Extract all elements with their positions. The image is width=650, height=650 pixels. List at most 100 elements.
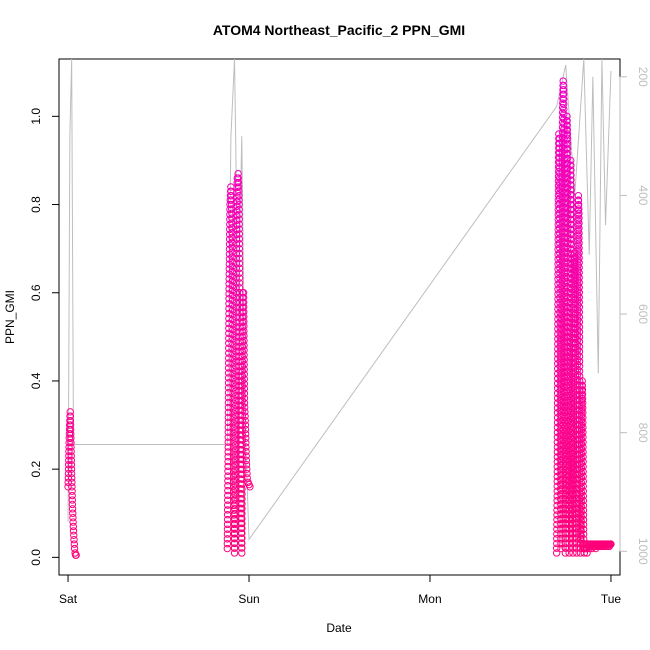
data-point [579,453,587,461]
data-point [567,176,575,184]
data-point [224,423,233,432]
y-tick-label: 0.0 [29,549,43,566]
data-point [224,433,232,441]
data-point [567,156,575,165]
data-point [557,535,565,543]
data-point [579,516,588,524]
data-point [553,544,561,552]
data-point [238,436,246,444]
data-point [575,209,583,218]
data-point [69,527,78,535]
data-point [240,327,248,335]
x-tick-label: Sun [238,592,259,606]
data-point [238,465,246,474]
data-point [560,349,569,357]
data-point [560,334,569,342]
data-point [575,254,583,262]
data-point [238,500,246,508]
data-point [240,394,249,402]
data-point [240,346,248,354]
data-point [575,268,583,277]
data-point [229,379,237,388]
data-point [240,356,248,364]
data-point [575,293,583,302]
data-point [67,469,76,478]
data-point [241,416,249,425]
data-point [238,524,246,533]
data-point [234,183,243,191]
data-point [68,505,77,513]
data-point [69,522,77,531]
data-point [238,519,246,528]
data-point [553,369,562,378]
data-point [554,153,563,162]
data-point [557,539,565,548]
data-point [225,334,233,343]
data-point [229,399,237,407]
data-point [229,418,237,427]
data-point [579,487,587,495]
data-point [575,244,583,252]
data-point [565,544,573,552]
data-point [557,515,565,524]
data-point [554,360,562,368]
data-point [224,462,232,471]
data-point [224,467,232,475]
data-point [575,352,584,361]
data-point [561,539,570,547]
data-point [231,465,239,474]
data-point [223,544,232,553]
data-point [224,486,232,495]
data-point [579,520,588,529]
data-point [554,355,562,363]
data-point [565,549,573,557]
data-point [67,443,75,451]
data-point [224,384,233,392]
data-point [607,540,615,548]
data-point [224,453,232,461]
data-point [230,544,239,552]
axes-layer: Sat Sun Mon Tue 0.0 0.2 0.4 0.6 0.8 1.0 200 400 600 8… [29,67,650,606]
data-point [242,443,250,451]
data-point [575,288,583,297]
data-point [554,364,562,373]
data-point [238,441,246,449]
data-point [229,389,237,397]
data-point [229,414,237,422]
data-point [560,339,569,347]
data-point [231,470,239,478]
data-point [224,477,232,485]
data-point [238,318,247,326]
data-point [563,125,572,134]
data-point [557,520,565,528]
data-point [559,77,567,85]
data-point [567,200,576,209]
data-point [231,475,239,483]
data-point [240,403,249,412]
data-point [575,347,584,356]
y2-tick-label: 1000 [636,538,650,565]
y2-tick-label: 400 [636,185,650,205]
data-point [241,408,249,416]
y2-tick-label: 800 [636,423,650,443]
data-point [225,349,233,357]
data-point [575,308,584,316]
data-point [70,540,78,548]
data-point [557,491,565,499]
data-point [553,384,562,392]
data-point [575,318,584,326]
data-point [232,279,240,287]
data-point [238,509,246,518]
data-point [246,483,254,491]
data-point [559,86,568,94]
data-point [67,456,76,465]
data-point [238,549,246,557]
data-point [567,166,575,174]
data-point [229,394,237,402]
data-point [563,121,571,129]
data-point [574,200,583,209]
data-point [579,472,587,481]
data-point [567,205,576,214]
data-point [69,518,77,526]
data-point [579,492,588,500]
